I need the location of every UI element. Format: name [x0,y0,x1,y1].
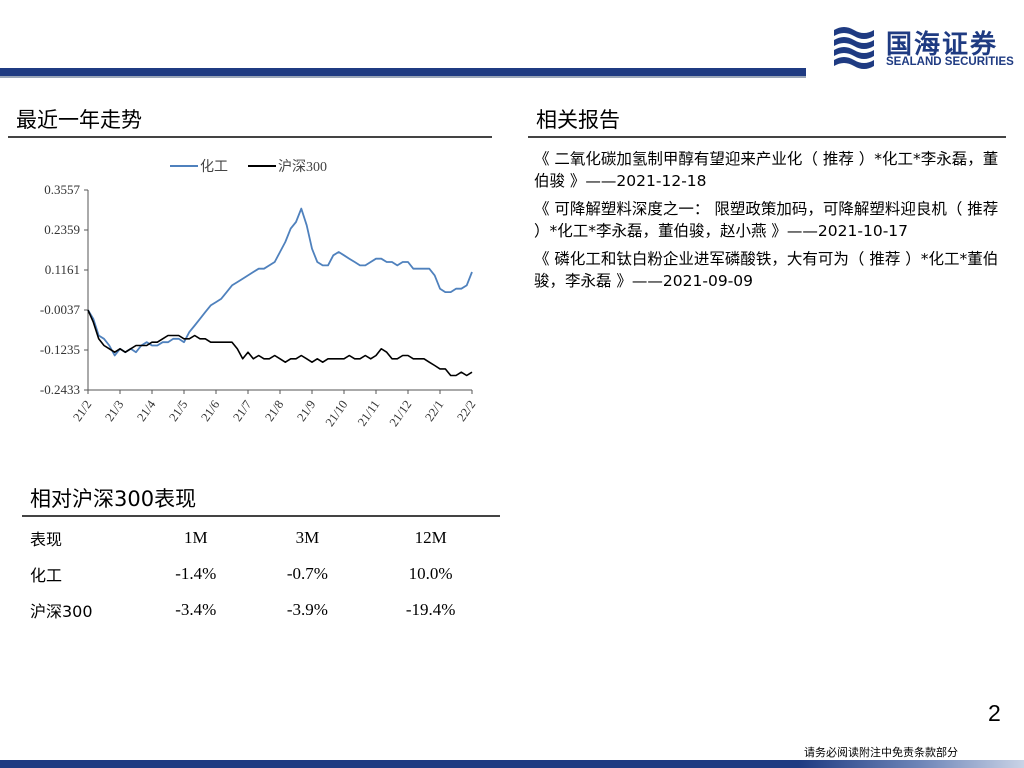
x-tick-label: 21/8 [262,398,286,424]
y-tick-label: -0.2433 [40,382,80,397]
table-cell: -3.9% [286,600,328,619]
report-item[interactable]: 《 磷化工和钛白粉企业进军磷酸铁，大有可为（ 推荐 ）*化工*董伯骏，李永磊 》… [534,250,999,290]
table-header-cell: 1M [184,528,208,547]
table-header-cell: 表现 [30,530,63,549]
x-tick-label: 21/11 [355,398,383,429]
table-header-cell: 3M [295,528,320,547]
x-tick-label: 21/9 [294,398,318,424]
y-tick-label: 0.2359 [44,222,80,237]
trend-chart: 化工 沪深300 0.3557 0.2359 0.1161 -0.0037 -0.1235… [40,159,479,429]
company-logo: 国海证券 SEALAND SECURITIES [832,22,1020,72]
y-tick-label: -0.0037 [40,302,81,317]
x-tick-label: 21/2 [70,398,94,424]
table-row: 化工 -1.4% -0.7% 10.0% [22,556,498,592]
logo-text-cn: 国海证券 [886,30,999,60]
table-cell: -3.4% [175,600,217,619]
table-cell: 化工 [30,566,63,585]
x-tick-label: 22/1 [422,398,446,424]
x-tick-label: 21/12 [387,398,415,429]
table-cell: -1.4% [175,564,217,583]
reports-title-rule [528,136,1006,138]
table-header-cell: 12M [414,528,447,547]
chart-x-axis: 21/2 21/3 21/4 21/5 21/6 21/7 21/8 21/9 21/10 21/… [70,389,478,429]
page-number: 2 [988,700,1001,726]
y-tick-label: 0.3557 [44,182,80,197]
header-bar [0,68,806,76]
report-item[interactable]: 《 二氧化碳加氢制甲醇有望迎来产业化（ 推荐 ）*化工*李永磊，董伯骏 》——2… [534,150,999,190]
chart-legend: 化工 沪深300 [170,159,327,175]
x-tick-label: 21/6 [198,398,222,424]
x-tick-label: 21/3 [102,398,126,424]
x-tick-label: 21/7 [230,398,254,424]
chart-y-axis: 0.3557 0.2359 0.1161 -0.0037 -0.1235 -0.2433 [40,182,89,397]
x-tick-label: 21/10 [323,398,351,429]
y-tick-label: 0.1161 [45,262,80,277]
table-cell: -0.7% [286,564,328,583]
y-tick-label: -0.1235 [40,342,80,357]
logo-text-en: SEALAND SECURITIES [886,56,1014,68]
reports-title: 相关报告 [536,108,620,132]
disclaimer-text: 请务必阅读附注中免责条款部分 [804,746,958,759]
table-cell: -19.4% [405,600,456,619]
table-row: 沪深300 -3.4% -3.9% -19.4% [22,592,498,628]
legend-label: 沪深300 [278,159,327,175]
chart-series [87,207,473,377]
sealand-logo-icon [834,27,874,69]
trend-title: 最近一年走势 [16,108,142,132]
relative-performance-table: 表现 1M 3M 12M 化工 -1.4% -0.7% 10.0% 沪深300 … [22,520,498,628]
table-cell: 10.0% [408,564,453,583]
trend-title-rule [8,136,492,138]
table-header-row: 表现 1M 3M 12M [22,520,498,556]
relative-title: 相对沪深300表现 [30,487,197,511]
x-tick-label: 21/5 [166,398,190,424]
legend-label: 化工 [200,159,228,175]
series-line-chemical [87,207,473,357]
x-tick-label: 22/2 [454,398,478,424]
related-reports-list: 《 二氧化碳加氢制甲醇有望迎来产业化（ 推荐 ）*化工*李永磊，董伯骏 》——2… [534,148,1004,298]
x-tick-label: 21/4 [134,397,159,424]
report-item[interactable]: 《 可降解塑料深度之一： 限塑政策加码，可降解塑料迎良机（ 推荐 ）*化工*李永… [534,200,999,240]
table-cell: 沪深300 [30,602,93,621]
relative-title-rule [22,515,500,517]
footer-bar [0,760,1024,768]
header-bar-underline [0,76,806,78]
series-line-hs300 [87,309,473,377]
